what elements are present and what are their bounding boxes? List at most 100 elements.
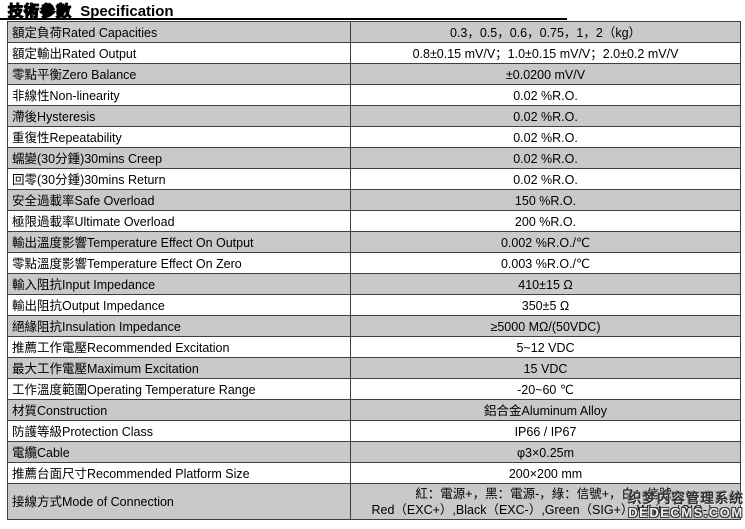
- row-label: 推薦台面尺寸Recommended Platform Size: [8, 463, 351, 483]
- table-row: 零點平衡Zero Balance ±0.0200 mV/V: [8, 64, 740, 85]
- row-value: 0.02 %R.O.: [351, 127, 740, 147]
- row-label: 材質Construction: [8, 400, 351, 420]
- row-value: IP66 / IP67: [351, 421, 740, 441]
- row-label: 輸入阻抗Input Impedance: [8, 274, 351, 294]
- row-value: 0.02 %R.O.: [351, 169, 740, 189]
- row-label: 額定負荷Rated Capacities: [8, 22, 351, 42]
- row-value: 0.02 %R.O.: [351, 106, 740, 126]
- table-row: 輸出阻抗Output Impedance 350±5 Ω: [8, 295, 740, 316]
- table-row: 零點溫度影響Temperature Effect On Zero 0.003 %R…: [8, 253, 740, 274]
- table-row: 額定輸出Rated Output 0.8±0.15 mV/V；1.0±0.15 m…: [8, 43, 740, 64]
- table-row: 電纜Cable φ3×0.25m: [8, 442, 740, 463]
- row-label: 防護等級Protection Class: [8, 421, 351, 441]
- table-row: 極限過載率Ultimate Overload 200 %R.O.: [8, 211, 740, 232]
- row-label: 接線方式Mode of Connection: [8, 484, 351, 519]
- table-row: 安全過載率Safe Overload 150 %R.O.: [8, 190, 740, 211]
- row-label: 電纜Cable: [8, 442, 351, 462]
- table-row: 蠕變(30分鍾)30mins Creep 0.02 %R.O.: [8, 148, 740, 169]
- watermark-cms-name: 织梦内容管理系统: [628, 491, 744, 506]
- row-value: 0.02 %R.O.: [351, 148, 740, 168]
- row-label: 重復性Repeatability: [8, 127, 351, 147]
- row-value-line1: 0.3，0.5，0.6，0.75，1，2（kg）: [449, 25, 642, 40]
- row-value: 15 VDC: [351, 358, 740, 378]
- row-label: 回零(30分鍾)30mins Return: [8, 169, 351, 189]
- row-value: ≥5000 MΩ/(50VDC): [351, 316, 740, 336]
- row-value-line1: 0.02 %R.O.: [513, 151, 578, 166]
- row-value: φ3×0.25m: [351, 442, 740, 462]
- table-row: 推薦台面尺寸Recommended Platform Size 200×200 m…: [8, 463, 740, 484]
- table-row: 滯後Hysteresis 0.02 %R.O.: [8, 106, 740, 127]
- row-value-line1: ±0.0200 mV/V: [505, 67, 586, 82]
- row-value-line1: 15 VDC: [523, 361, 568, 376]
- table-row: 額定負荷Rated Capacities 0.3，0.5，0.6，0.75，1，2…: [8, 22, 740, 43]
- row-label: 非線性Non-linearity: [8, 85, 351, 105]
- row-value: 150 %R.O.: [351, 190, 740, 210]
- table-row: 工作溫度範圍Operating Temperature Range -20~60 …: [8, 379, 740, 400]
- row-label: 滯後Hysteresis: [8, 106, 351, 126]
- row-value-line2: Red（EXC+）,Black（EXC-）,Green（SIG+）,White（…: [371, 503, 720, 517]
- row-value: 410±15 Ω: [351, 274, 740, 294]
- row-value-line1: 200 %R.O.: [514, 214, 577, 229]
- row-value-line1: 紅：電源+，黑：電源-，綠：信號+，白：信號-: [415, 487, 676, 501]
- row-value-line1: 0.02 %R.O.: [513, 109, 578, 124]
- row-label: 零點平衡Zero Balance: [8, 64, 351, 84]
- row-value-line1: 0.8±0.15 mV/V；1.0±0.15 mV/V；2.0±0.2 mV/V: [412, 46, 679, 61]
- row-value: 0.02 %R.O.: [351, 85, 740, 105]
- table-row: 絕緣阻抗Insulation Impedance ≥5000 MΩ/(50VDC): [8, 316, 740, 337]
- row-value: 紅：電源+，黑：電源-，綠：信號+，白：信號- Red（EXC+）,Black（E…: [351, 484, 740, 519]
- row-value: 200×200 mm: [351, 463, 740, 483]
- row-value-line1: 5~12 VDC: [516, 340, 575, 355]
- row-value-line1: 410±15 Ω: [518, 277, 573, 292]
- row-value-line1: 200×200 mm: [508, 466, 583, 481]
- row-value: 鋁合金Aluminum Alloy: [351, 400, 740, 420]
- row-value-line1: -20~60 ℃: [517, 382, 574, 397]
- row-value-line1: 鋁合金Aluminum Alloy: [484, 403, 607, 418]
- page-title-english: Specification: [80, 3, 174, 20]
- page-title-chinese: 技術參數: [7, 2, 73, 20]
- row-value-line1: 350±5 Ω: [521, 298, 570, 313]
- table-row: 最大工作電壓Maximum Excitation 15 VDC: [8, 358, 740, 379]
- table-row: 接線方式Mode of Connection 紅：電源+，黑：電源-，綠：信號+，…: [8, 484, 740, 520]
- table-row: 防護等級Protection Class IP66 / IP67: [8, 421, 740, 442]
- row-value-line1: 0.02 %R.O.: [513, 130, 578, 145]
- table-row: 回零(30分鍾)30mins Return 0.02 %R.O.: [8, 169, 740, 190]
- row-value-line1: 150 %R.O.: [514, 193, 577, 208]
- row-label: 蠕變(30分鍾)30mins Creep: [8, 148, 351, 168]
- row-value: 0.8±0.15 mV/V；1.0±0.15 mV/V；2.0±0.2 mV/V: [351, 43, 740, 63]
- row-label: 推薦工作電壓Recommended Excitation: [8, 337, 351, 357]
- row-value: 200 %R.O.: [351, 211, 740, 231]
- watermark: 织梦内容管理系统 DEDECMS.COM: [628, 492, 744, 520]
- row-label: 額定輸出Rated Output: [8, 43, 351, 63]
- table-row: 重復性Repeatability 0.02 %R.O.: [8, 127, 740, 148]
- row-label: 工作溫度範圍Operating Temperature Range: [8, 379, 351, 399]
- row-label: 絕緣阻抗Insulation Impedance: [8, 316, 351, 336]
- row-label: 零點溫度影響Temperature Effect On Zero: [8, 253, 351, 273]
- row-value: -20~60 ℃: [351, 379, 740, 399]
- row-label: 極限過載率Ultimate Overload: [8, 211, 351, 231]
- row-value: 0.003 %R.O./℃: [351, 253, 740, 273]
- row-value-line1: IP66 / IP67: [514, 424, 577, 439]
- row-value-line1: 0.002 %R.O./℃: [500, 235, 591, 250]
- row-value: 350±5 Ω: [351, 295, 740, 315]
- row-value-line1: φ3×0.25m: [516, 445, 575, 460]
- row-label: 輸出溫度影響Temperature Effect On Output: [8, 232, 351, 252]
- row-value: ±0.0200 mV/V: [351, 64, 740, 84]
- table-row: 輸入阻抗Input Impedance 410±15 Ω: [8, 274, 740, 295]
- row-value: 0.002 %R.O./℃: [351, 232, 740, 252]
- row-value-line1: 0.02 %R.O.: [513, 88, 578, 103]
- page-title: 技術參數 Specification: [7, 0, 174, 20]
- spec-table: 額定負荷Rated Capacities 0.3，0.5，0.6，0.75，1，2…: [7, 21, 741, 520]
- row-value: 5~12 VDC: [351, 337, 740, 357]
- row-value: 0.3，0.5，0.6，0.75，1，2（kg）: [351, 22, 740, 42]
- row-value-line1: 0.02 %R.O.: [513, 172, 578, 187]
- row-label: 安全過載率Safe Overload: [8, 190, 351, 210]
- row-label: 輸出阻抗Output Impedance: [8, 295, 351, 315]
- title-underline: [0, 18, 567, 20]
- row-label: 最大工作電壓Maximum Excitation: [8, 358, 351, 378]
- row-value-line1: ≥5000 MΩ/(50VDC): [490, 319, 601, 334]
- watermark-cms-domain: DEDECMS.COM: [628, 505, 744, 520]
- table-row: 非線性Non-linearity 0.02 %R.O.: [8, 85, 740, 106]
- table-row: 輸出溫度影響Temperature Effect On Output 0.002 …: [8, 232, 740, 253]
- table-row: 材質Construction 鋁合金Aluminum Alloy: [8, 400, 740, 421]
- table-row: 推薦工作電壓Recommended Excitation 5~12 VDC: [8, 337, 740, 358]
